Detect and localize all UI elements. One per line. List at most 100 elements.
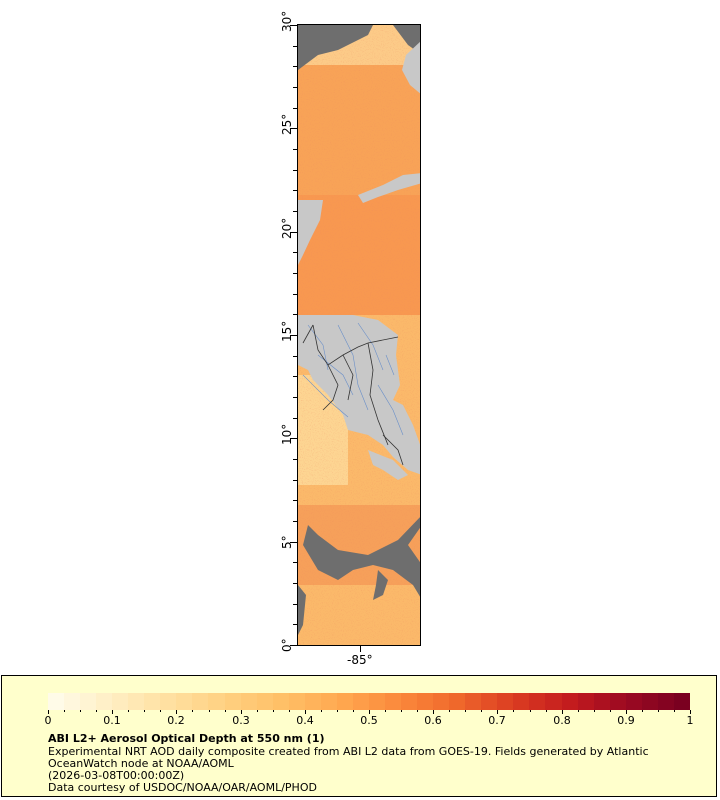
colorbar-tick-label: 0.2	[167, 714, 185, 727]
colorbar-segment	[545, 693, 562, 710]
colorbar-segment	[352, 693, 369, 710]
colorbar-segment	[288, 693, 305, 710]
lat-tick	[293, 87, 297, 88]
nodata-patch	[373, 570, 388, 600]
nodata-south	[298, 515, 420, 597]
lat-tick	[290, 25, 297, 26]
colorbar-segment	[513, 693, 530, 710]
land-central-america	[298, 315, 420, 475]
colorbar-minor-tick	[353, 710, 354, 712]
colorbar-minor-tick	[96, 710, 97, 712]
map-area[interactable]	[297, 24, 421, 646]
lat-label: 20°	[280, 217, 294, 239]
colorbar-minor-tick	[578, 710, 579, 712]
colorbar-segment	[417, 693, 434, 710]
colorbar-tick-label: 0.3	[232, 714, 250, 727]
colorbar-minor-tick	[530, 710, 531, 712]
colorbar-tick	[690, 710, 691, 714]
lat-label: 0°	[280, 638, 294, 652]
colorbar-minor-tick	[610, 710, 611, 712]
lat-tick	[290, 645, 297, 646]
colorbar-minor-tick	[401, 710, 402, 712]
colorbar-segment	[368, 693, 385, 710]
colorbar-tick-label: 0.4	[296, 714, 314, 727]
colorbar-segment	[320, 693, 337, 710]
colorbar-tick	[369, 710, 370, 714]
lat-tick	[290, 128, 297, 129]
colorbar-tick	[176, 710, 177, 714]
colorbar-tick	[305, 710, 306, 714]
lat-tick	[293, 252, 297, 253]
land-florida	[402, 41, 420, 94]
lat-tick	[293, 356, 297, 357]
colorbar-tick	[433, 710, 434, 714]
lat-tick	[293, 624, 297, 625]
colorbar-segment	[433, 693, 450, 710]
colorbar-minor-tick	[513, 710, 514, 712]
colorbar-tick-label: 1	[686, 714, 694, 727]
lat-tick	[290, 438, 297, 439]
colorbar-minor-tick	[417, 710, 418, 712]
colorbar-segment	[272, 693, 289, 710]
lat-tick	[293, 211, 297, 212]
colorbar-segment	[529, 693, 546, 710]
colorbar-minor-tick	[385, 710, 386, 712]
colorbar	[48, 693, 690, 710]
colorbar-minor-tick	[321, 710, 322, 712]
lat-tick	[293, 480, 297, 481]
colorbar-segment	[657, 693, 674, 710]
aod-map	[298, 25, 420, 645]
colorbar-segment	[96, 693, 113, 710]
colorbar-segment	[256, 693, 273, 710]
nodata-top-right	[393, 25, 420, 54]
colorbar-minor-tick	[160, 710, 161, 712]
colorbar-segment	[384, 693, 402, 710]
legend-title: ABI L2+ Aerosol Optical Depth at 550 nm …	[48, 732, 325, 745]
lat-tick	[293, 294, 297, 295]
legend-description: Experimental NRT AOD daily composite cre…	[48, 745, 649, 758]
legend-description-2: OceanWatch node at NOAA/AOML	[48, 757, 234, 770]
lat-label: 15°	[280, 320, 294, 342]
rivers	[302, 322, 404, 436]
colorbar-segment	[192, 693, 209, 710]
colorbar-segment	[497, 693, 514, 710]
colorbar-segment	[80, 693, 97, 710]
lat-tick	[293, 500, 297, 501]
lat-tick	[293, 521, 297, 522]
lat-label: 5°	[280, 535, 294, 549]
colorbar-minor-tick	[128, 710, 129, 712]
colorbar-segment	[224, 693, 241, 710]
lat-tick	[290, 542, 297, 543]
colorbar-segment	[128, 693, 145, 710]
lat-tick	[293, 562, 297, 563]
colorbar-segment	[401, 693, 418, 710]
colorbar-segment	[48, 693, 65, 710]
colorbar-segment	[481, 693, 498, 710]
colorbar-minor-tick	[546, 710, 547, 712]
colorbar-segment	[577, 693, 594, 710]
lat-tick	[293, 170, 297, 171]
colorbar-minor-tick	[289, 710, 290, 712]
colorbar-segment	[176, 693, 193, 710]
colorbar-segment	[673, 693, 690, 710]
lon-label: -85°	[347, 653, 373, 667]
colorbar-segment	[561, 693, 578, 710]
colorbar-segment	[336, 693, 353, 710]
colorbar-tick-label: 0.8	[553, 714, 571, 727]
colorbar-segment	[304, 693, 321, 710]
lat-label: 10°	[280, 423, 294, 445]
land-cuba	[358, 173, 420, 203]
colorbar-minor-tick	[225, 710, 226, 712]
colorbar-segment	[625, 693, 642, 710]
colorbar-tick	[48, 710, 49, 714]
colorbar-minor-tick	[465, 710, 466, 712]
lat-tick	[293, 376, 297, 377]
colorbar-minor-tick	[257, 710, 258, 712]
colorbar-minor-tick	[658, 710, 659, 712]
nodata-left	[298, 585, 306, 635]
colorbar-minor-tick	[674, 710, 675, 712]
lat-tick	[293, 273, 297, 274]
colorbar-segment	[641, 693, 658, 710]
legend-credit: Data courtesy of USDOC/NOAA/OAR/AOML/PHO…	[48, 781, 317, 794]
colorbar-tick-label: 0.6	[424, 714, 442, 727]
